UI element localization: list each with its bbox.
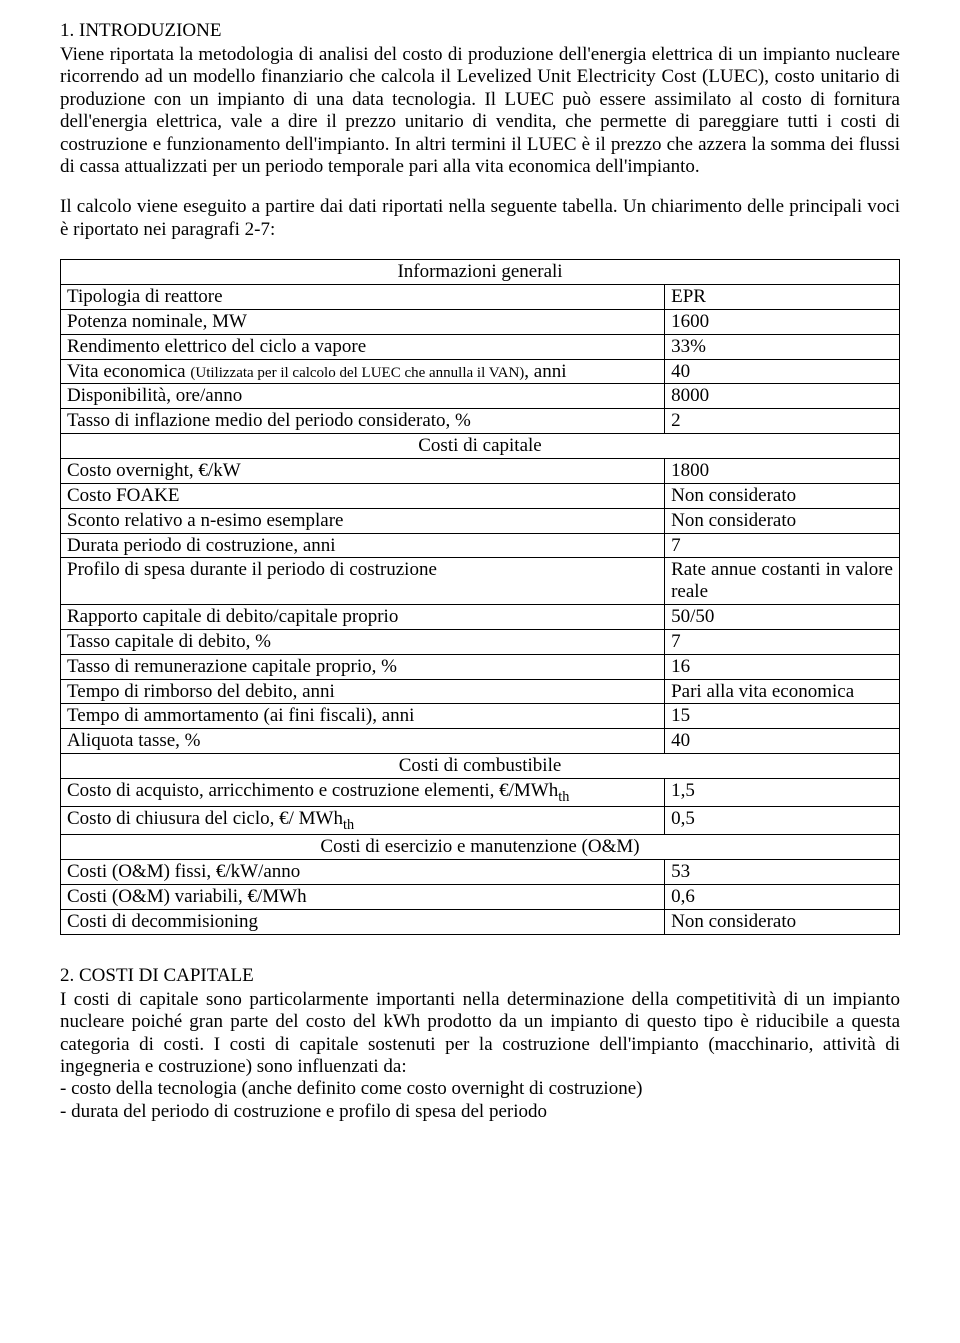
param-label: Costo di chiusura del ciclo, €/ MWhth	[61, 807, 665, 835]
table-row: Costi di decommisioning Non considerato	[61, 909, 900, 934]
table-row: Sconto relativo a n-esimo esemplare Non …	[61, 508, 900, 533]
param-value: Non considerato	[665, 909, 900, 934]
table-row: Tempo di rimborso del debito, anni Pari …	[61, 679, 900, 704]
label-subscript: th	[558, 789, 569, 805]
table-header-cell: Costi di capitale	[61, 434, 900, 459]
table-header-fuel: Costi di combustibile	[61, 754, 900, 779]
table-row: Rapporto capitale di debito/capitale pro…	[61, 605, 900, 630]
param-value: 7	[665, 533, 900, 558]
param-label: Aliquota tasse, %	[61, 729, 665, 754]
table-row: Disponibilità, ore/anno 8000	[61, 384, 900, 409]
param-value: 7	[665, 629, 900, 654]
section-1-heading: 1. INTRODUZIONE	[60, 20, 900, 42]
param-label: Tipologia di reattore	[61, 285, 665, 310]
param-value: Non considerato	[665, 508, 900, 533]
param-value: 1,5	[665, 778, 900, 806]
label-text: Costo di acquisto, arricchimento e costr…	[67, 780, 558, 801]
param-label: Tasso capitale di debito, %	[61, 629, 665, 654]
param-label: Disponibilità, ore/anno	[61, 384, 665, 409]
param-label: Tempo di ammortamento (ai fini fiscali),…	[61, 704, 665, 729]
param-label: Costo overnight, €/kW	[61, 459, 665, 484]
section-2-bullet-1: - costo della tecnologia (anche definito…	[60, 1078, 900, 1100]
document-page: 1. INTRODUZIONE Viene riportata la metod…	[0, 0, 960, 1163]
table-header-cell: Costi di esercizio e manutenzione (O&M)	[61, 835, 900, 860]
table-row: Tempo di ammortamento (ai fini fiscali),…	[61, 704, 900, 729]
label-note: (Utilizzata per il calcolo del LUEC che …	[190, 365, 524, 381]
section-1-para-1: Viene riportata la metodologia di analis…	[60, 44, 900, 178]
section-2-bullet-2: - durata del periodo di costruzione e pr…	[60, 1101, 900, 1123]
param-value: 15	[665, 704, 900, 729]
table-row: Costo di acquisto, arricchimento e costr…	[61, 778, 900, 806]
table-row: Durata periodo di costruzione, anni 7	[61, 533, 900, 558]
section-2-para-1: I costi di capitale sono particolarmente…	[60, 989, 900, 1079]
table-row: Tipologia di reattore EPR	[61, 285, 900, 310]
param-value: 50/50	[665, 605, 900, 630]
table-row: Costo FOAKE Non considerato	[61, 483, 900, 508]
label-subscript: th	[343, 817, 354, 833]
param-value: 53	[665, 860, 900, 885]
table-row: Vita economica (Utilizzata per il calcol…	[61, 359, 900, 384]
label-text: , anni	[524, 361, 566, 382]
param-label: Costo di acquisto, arricchimento e costr…	[61, 778, 665, 806]
table-row: Aliquota tasse, % 40	[61, 729, 900, 754]
param-value: Pari alla vita economica	[665, 679, 900, 704]
table-row: Tasso capitale di debito, % 7	[61, 629, 900, 654]
param-label: Sconto relativo a n-esimo esemplare	[61, 508, 665, 533]
table-row: Costi (O&M) variabili, €/MWh 0,6	[61, 885, 900, 910]
table-row: Rendimento elettrico del ciclo a vapore …	[61, 334, 900, 359]
param-value: 40	[665, 359, 900, 384]
param-value: 8000	[665, 384, 900, 409]
param-value: 1800	[665, 459, 900, 484]
param-label: Durata periodo di costruzione, anni	[61, 533, 665, 558]
param-value: 16	[665, 654, 900, 679]
table-row: Tasso di remunerazione capitale proprio,…	[61, 654, 900, 679]
param-label: Rapporto capitale di debito/capitale pro…	[61, 605, 665, 630]
table-header-cell: Costi di combustibile	[61, 754, 900, 779]
param-value: 40	[665, 729, 900, 754]
param-label: Vita economica (Utilizzata per il calcol…	[61, 359, 665, 384]
param-label: Tempo di rimborso del debito, anni	[61, 679, 665, 704]
label-text: Costo di chiusura del ciclo, €/ MWh	[67, 808, 343, 829]
param-value: 0,5	[665, 807, 900, 835]
label-text: Vita economica	[67, 361, 190, 382]
param-label: Costi (O&M) fissi, €/kW/anno	[61, 860, 665, 885]
table-row: Tasso di inflazione medio del periodo co…	[61, 409, 900, 434]
table-row: Costo overnight, €/kW 1800	[61, 459, 900, 484]
param-value: 2	[665, 409, 900, 434]
param-value: 1600	[665, 309, 900, 334]
table-header-cell: Informazioni generali	[61, 260, 900, 285]
param-label: Costo FOAKE	[61, 483, 665, 508]
table-header-general: Informazioni generali	[61, 260, 900, 285]
param-label: Tasso di inflazione medio del periodo co…	[61, 409, 665, 434]
table-header-capital: Costi di capitale	[61, 434, 900, 459]
param-value: 0,6	[665, 885, 900, 910]
param-label: Profilo di spesa durante il periodo di c…	[61, 558, 665, 605]
param-value: EPR	[665, 285, 900, 310]
parameters-table: Informazioni generali Tipologia di reatt…	[60, 259, 900, 934]
table-row: Costi (O&M) fissi, €/kW/anno 53	[61, 860, 900, 885]
param-label: Rendimento elettrico del ciclo a vapore	[61, 334, 665, 359]
table-row: Costo di chiusura del ciclo, €/ MWhth 0,…	[61, 807, 900, 835]
param-label: Costi di decommisioning	[61, 909, 665, 934]
param-label: Tasso di remunerazione capitale proprio,…	[61, 654, 665, 679]
section-1-para-2: Il calcolo viene eseguito a partire dai …	[60, 196, 900, 241]
section-2-heading: 2. COSTI DI CAPITALE	[60, 965, 900, 987]
param-value: Non considerato	[665, 483, 900, 508]
param-label: Costi (O&M) variabili, €/MWh	[61, 885, 665, 910]
param-value: 33%	[665, 334, 900, 359]
table-row: Potenza nominale, MW 1600	[61, 309, 900, 334]
param-value: Rate annue costanti in valore reale	[665, 558, 900, 605]
table-row: Profilo di spesa durante il periodo di c…	[61, 558, 900, 605]
param-label: Potenza nominale, MW	[61, 309, 665, 334]
table-header-om: Costi di esercizio e manutenzione (O&M)	[61, 835, 900, 860]
